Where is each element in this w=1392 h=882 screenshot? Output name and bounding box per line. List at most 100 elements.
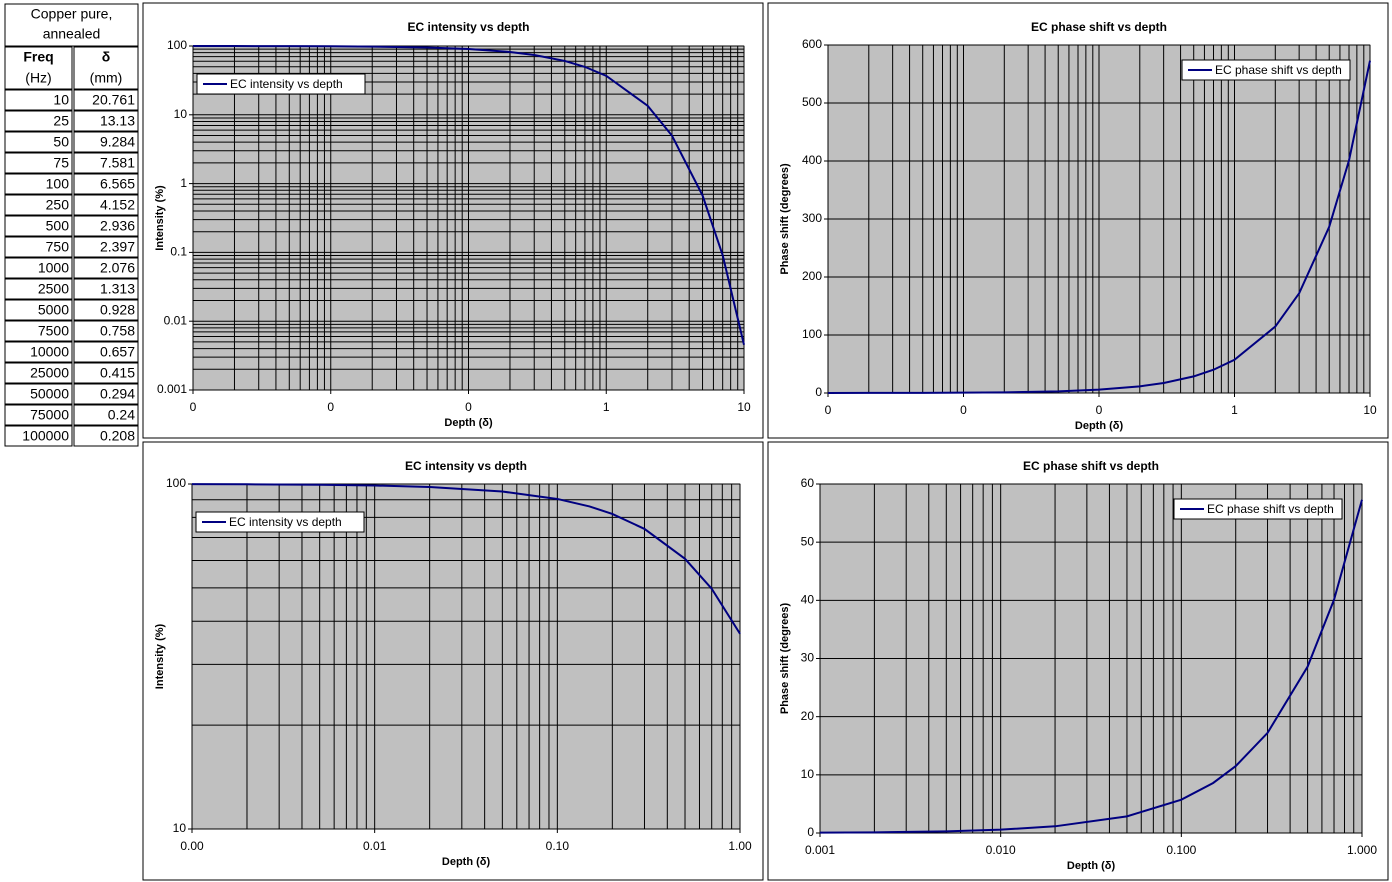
cell: [4, 320, 73, 342]
cell: [73, 110, 139, 132]
y-tick-label: 0.1: [170, 245, 187, 259]
cell-value: 0.758: [100, 323, 135, 339]
cell: [4, 89, 73, 111]
cell: [73, 341, 139, 363]
cell-value: 0.24: [108, 407, 135, 423]
chart: 0.001 0.010 0.100 1.000 0 10 20 30 40 50 60 EC phas…: [767, 441, 1389, 881]
cell: [4, 194, 73, 216]
cell: [4, 362, 73, 384]
y-tick-label: 0: [807, 825, 814, 839]
y-tick-label: 100: [802, 327, 822, 341]
cell-value: 4.152: [100, 197, 135, 213]
y-tick-label: 200: [802, 269, 822, 283]
cell: [73, 383, 139, 405]
x-tick-label: 0: [825, 403, 832, 417]
cell-value: 100000: [22, 428, 69, 444]
y-tick-label: 400: [802, 153, 822, 167]
cell-value: 25: [53, 113, 69, 129]
cell: [73, 299, 139, 321]
y-tick-label: 60: [801, 476, 815, 490]
cell: [73, 425, 139, 447]
cell-value: 10: [53, 92, 69, 108]
x-tick-label: 0.100: [1166, 843, 1196, 857]
x-axis-label: Depth (δ): [1067, 860, 1116, 872]
cell-value: 0.294: [100, 386, 135, 402]
cell-value: 100: [46, 176, 70, 192]
series-line: [192, 45, 745, 346]
chart: 0.00 0.01 0.10 1.00 10 100 EC intensity vs dep…: [142, 441, 764, 881]
x-tick-label: 0: [190, 400, 197, 414]
x-tick-label: 10: [1363, 403, 1377, 417]
cell: [4, 131, 73, 153]
plot-area: [191, 483, 741, 830]
legend-box: [1181, 59, 1351, 81]
cell: [4, 257, 73, 279]
cell: [4, 110, 73, 132]
cell: [73, 236, 139, 258]
cell: [4, 341, 73, 363]
legend-label: EC phase shift vs depth: [1207, 502, 1334, 516]
cell: [73, 362, 139, 384]
cell-value: 75: [53, 155, 69, 171]
cell-value: 50: [53, 134, 69, 150]
cell-value: 6.565: [100, 176, 135, 192]
x-tick-label: 10: [737, 400, 751, 414]
x-tick-label: 0: [465, 400, 472, 414]
x-tick-label: 1.00: [728, 839, 752, 853]
y-axis-label: Phase shift (degrees): [779, 603, 791, 715]
cell-value: 50000: [30, 386, 69, 402]
header-cell: [4, 46, 73, 90]
cell-value: 2.936: [100, 218, 135, 234]
cell: [73, 194, 139, 216]
cell: [73, 89, 139, 111]
cell: [4, 236, 73, 258]
x-tick-label: 0.00: [180, 839, 204, 853]
legend-label: EC intensity vs depth: [229, 515, 342, 529]
y-tick-label: 100: [167, 38, 187, 52]
x-tick-label: 0.01: [363, 839, 387, 853]
y-tick-label: 50: [801, 534, 815, 548]
cell: [4, 152, 73, 174]
cell: [73, 215, 139, 237]
cell-value: 10000: [30, 344, 69, 360]
cell: [73, 278, 139, 300]
chart: 0 0 0 1 10 0.001 0.01 0.1 1 10 100 EC intensity vs …: [142, 2, 764, 439]
y-tick-label: 20: [801, 709, 815, 723]
y-tick-label: 300: [802, 211, 822, 225]
x-tick-label: 1: [603, 400, 610, 414]
cell-value: 250: [46, 197, 70, 213]
chart-title: EC intensity vs depth: [405, 459, 527, 473]
cell: [73, 173, 139, 195]
series-line: [819, 499, 1363, 834]
x-tick-label: 0.001: [805, 843, 835, 857]
x-axis-label: Depth (δ): [444, 417, 493, 429]
y-tick-label: 10: [174, 107, 188, 121]
series-line: [191, 483, 741, 635]
column-unit: (Hz): [25, 70, 51, 86]
cell-value: 13.13: [100, 113, 135, 129]
x-tick-label: 0: [960, 403, 967, 417]
cell-value: 0.928: [100, 302, 135, 318]
column-header: δ: [102, 49, 111, 65]
legend-label: EC intensity vs depth: [230, 77, 343, 91]
cell: [73, 404, 139, 426]
cell: [4, 299, 73, 321]
y-tick-label: 1: [180, 176, 187, 190]
x-tick-label: 0: [327, 400, 334, 414]
column-header: Freq: [23, 49, 53, 65]
cell-value: 0.208: [100, 428, 135, 444]
y-tick-label: 30: [801, 651, 815, 665]
y-tick-label: 500: [802, 95, 822, 109]
cell: [4, 404, 73, 426]
legend-label: EC phase shift vs depth: [1215, 63, 1342, 77]
cell: [4, 173, 73, 195]
x-axis-label: Depth (δ): [1075, 420, 1124, 432]
cell-value: 75000: [30, 407, 69, 423]
cell: [4, 425, 73, 447]
y-tick-label: 0: [815, 385, 822, 399]
cell-value: 2.397: [100, 239, 135, 255]
chart-title: EC phase shift vs depth: [1023, 459, 1159, 473]
chart-title: EC intensity vs depth: [407, 20, 529, 34]
legend-box: [1173, 498, 1343, 520]
